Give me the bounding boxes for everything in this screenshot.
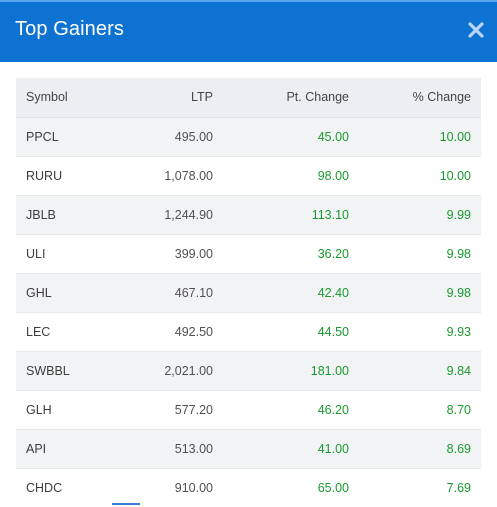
- gainers-table-container: Symbol LTP Pt. Change % Change PPCL 495.…: [16, 78, 481, 507]
- cell-pt-change: 113.10: [223, 195, 359, 235]
- cell-pct-change: 7.69: [359, 468, 481, 507]
- column-header-ltp: LTP: [121, 78, 223, 118]
- cell-pct-change: 9.98: [359, 273, 481, 313]
- cell-ltp: 577.20: [121, 390, 223, 430]
- table-row[interactable]: API 513.00 41.00 8.69: [16, 429, 481, 469]
- cell-symbol: ULI: [16, 234, 121, 274]
- table-row[interactable]: GHL 467.10 42.40 9.98: [16, 273, 481, 313]
- modal-title: Top Gainers: [15, 18, 124, 40]
- cell-pt-change: 65.00: [223, 468, 359, 507]
- cell-ltp: 1,244.90: [121, 195, 223, 235]
- column-header-symbol: Symbol: [16, 78, 121, 118]
- cell-ltp: 910.00: [121, 468, 223, 507]
- cell-ltp: 492.50: [121, 312, 223, 352]
- cell-pt-change: 44.50: [223, 312, 359, 352]
- cell-pct-change: 10.00: [359, 117, 481, 157]
- cell-ltp: 495.00: [121, 117, 223, 157]
- cell-pt-change: 41.00: [223, 429, 359, 469]
- column-header-pt-change: Pt. Change: [223, 78, 359, 118]
- table-row[interactable]: GLH 577.20 46.20 8.70: [16, 390, 481, 430]
- gainers-table: Symbol LTP Pt. Change % Change PPCL 495.…: [16, 78, 481, 507]
- cell-ltp: 513.00: [121, 429, 223, 469]
- modal-header: Top Gainers: [0, 0, 497, 62]
- cell-symbol: API: [16, 429, 121, 469]
- table-row[interactable]: CHDC 910.00 65.00 7.69: [16, 468, 481, 507]
- cell-pct-change: 8.70: [359, 390, 481, 430]
- column-header-pct-change: % Change: [359, 78, 481, 118]
- table-header-row: Symbol LTP Pt. Change % Change: [16, 78, 481, 118]
- cell-symbol: JBLB: [16, 195, 121, 235]
- cell-pt-change: 42.40: [223, 273, 359, 313]
- cell-pt-change: 45.00: [223, 117, 359, 157]
- table-row[interactable]: PPCL 495.00 45.00 10.00: [16, 117, 481, 157]
- cell-pct-change: 9.84: [359, 351, 481, 391]
- scroll-indicator[interactable]: [112, 503, 140, 505]
- cell-symbol: LEC: [16, 312, 121, 352]
- cell-pct-change: 10.00: [359, 156, 481, 196]
- cell-pt-change: 98.00: [223, 156, 359, 196]
- cell-symbol: GHL: [16, 273, 121, 313]
- cell-pct-change: 9.98: [359, 234, 481, 274]
- cell-ltp: 467.10: [121, 273, 223, 313]
- table-row[interactable]: ULI 399.00 36.20 9.98: [16, 234, 481, 274]
- close-icon[interactable]: [467, 21, 485, 39]
- cell-pt-change: 36.20: [223, 234, 359, 274]
- cell-pct-change: 8.69: [359, 429, 481, 469]
- cell-symbol: SWBBL: [16, 351, 121, 391]
- table-row[interactable]: LEC 492.50 44.50 9.93: [16, 312, 481, 352]
- cell-ltp: 399.00: [121, 234, 223, 274]
- cell-symbol: GLH: [16, 390, 121, 430]
- cell-pct-change: 9.99: [359, 195, 481, 235]
- table-row[interactable]: RURU 1,078.00 98.00 10.00: [16, 156, 481, 196]
- cell-pt-change: 181.00: [223, 351, 359, 391]
- cell-pct-change: 9.93: [359, 312, 481, 352]
- cell-symbol: RURU: [16, 156, 121, 196]
- table-row[interactable]: SWBBL 2,021.00 181.00 9.84: [16, 351, 481, 391]
- cell-ltp: 1,078.00: [121, 156, 223, 196]
- table-row[interactable]: JBLB 1,244.90 113.10 9.99: [16, 195, 481, 235]
- cell-ltp: 2,021.00: [121, 351, 223, 391]
- cell-symbol: PPCL: [16, 117, 121, 157]
- cell-symbol: CHDC: [16, 468, 121, 507]
- cell-pt-change: 46.20: [223, 390, 359, 430]
